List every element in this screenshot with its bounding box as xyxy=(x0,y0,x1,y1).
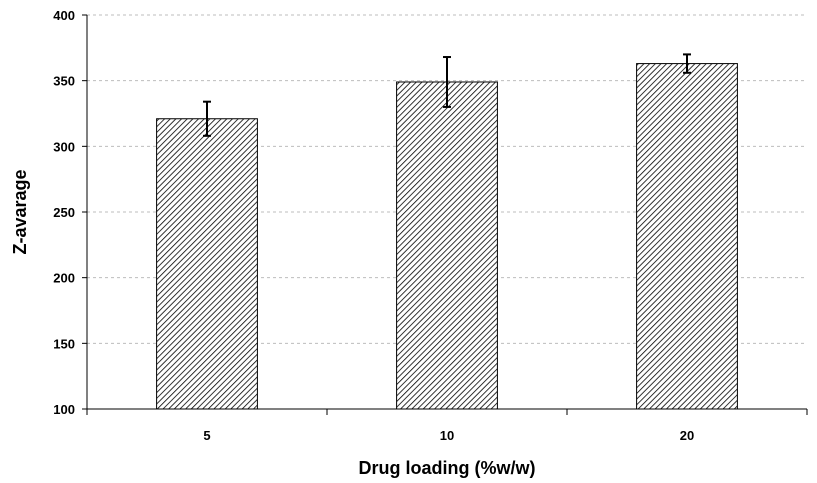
axes xyxy=(82,14,808,415)
bar-10 xyxy=(396,81,498,410)
bars xyxy=(156,53,738,410)
x-axis-title: Drug loading (%w/w) xyxy=(359,458,536,478)
x-tick-label: 5 xyxy=(203,428,210,443)
y-tick-label: 300 xyxy=(53,139,75,154)
x-tick-label: 20 xyxy=(680,428,694,443)
bar-20 xyxy=(636,63,738,410)
y-tick-label: 200 xyxy=(53,271,75,286)
y-axis-title: Z-avarage xyxy=(10,169,30,254)
labels: 100 150 200 250 300 350 400 5 10 20 xyxy=(53,8,694,443)
y-tick-label: 100 xyxy=(53,402,75,417)
y-tick-label: 400 xyxy=(53,8,75,23)
y-tick-label: 150 xyxy=(53,336,75,351)
x-tick-label: 10 xyxy=(440,428,454,443)
y-tick-label: 350 xyxy=(53,74,75,89)
bar-5 xyxy=(156,118,258,410)
y-tick-label: 250 xyxy=(53,205,75,220)
